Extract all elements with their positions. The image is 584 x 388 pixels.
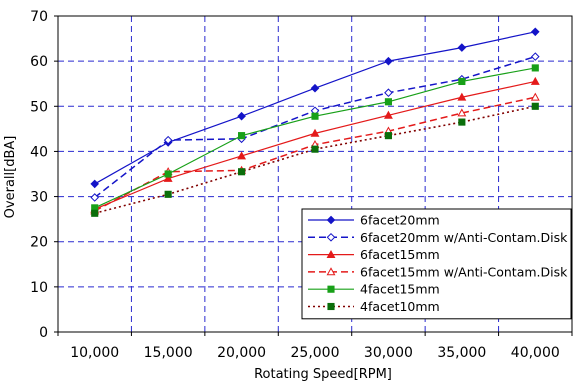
legend-marker: [326, 249, 336, 258]
series-line: [94, 105, 536, 215]
legend-marker: [326, 232, 336, 242]
legend-label: 6facet15mm w/Anti-Contam.Disk: [360, 264, 568, 279]
legend-item: 6facet15mm: [308, 247, 440, 262]
data-point: [457, 108, 467, 117]
data-point: [90, 193, 100, 202]
y-tick-label: 20: [30, 235, 48, 251]
x-axis-label: Rotating Speed[RPM]: [254, 367, 392, 382]
y-tick-label: 60: [30, 54, 48, 70]
data-point: [384, 132, 392, 140]
x-tick-label: 15,000: [144, 345, 193, 361]
data-point: [163, 173, 173, 182]
x-tick-label: 10,000: [70, 345, 119, 361]
data-point: [458, 118, 466, 126]
x-tick-label: 35,000: [437, 345, 486, 361]
x-tick-label: 30,000: [364, 345, 413, 361]
y-tick-label: 70: [30, 9, 48, 25]
data-point: [237, 151, 247, 160]
series-5: [91, 64, 539, 212]
legend-box: [301, 208, 572, 320]
data-point: [164, 190, 172, 198]
series-6: [91, 102, 539, 217]
legend-label: 6facet20mm w/Anti-Contam.Disk: [360, 230, 568, 245]
data-point: [530, 76, 540, 85]
data-point: [457, 92, 467, 101]
legend: 6facet20mm 6facet20mm w/Anti-Contam.Disk 6…: [301, 208, 572, 320]
y-tick-label: 0: [39, 325, 48, 341]
y-tick-label: 30: [30, 190, 48, 206]
data-point: [311, 145, 319, 153]
y-tick-label: 50: [30, 99, 48, 115]
data-point: [163, 135, 173, 145]
data-point: [383, 110, 393, 119]
data-point: [457, 43, 467, 52]
data-point: [237, 111, 246, 121]
x-tick-label: 20,000: [217, 345, 266, 361]
data-point: [531, 102, 539, 110]
series-group: [90, 27, 540, 217]
data-point: [238, 168, 246, 176]
legend-item: 6facet20mm: [308, 213, 440, 228]
series-line: [94, 55, 536, 199]
legend-marker: [327, 285, 335, 293]
data-point: [164, 170, 172, 178]
legend-marker: [326, 267, 336, 276]
data-point: [90, 179, 100, 189]
legend-label: 4facet15mm: [360, 282, 440, 297]
axes: 0 10 20 30 40 50 60 70 10,000 15,000 20,000 25,000 3…: [30, 9, 573, 361]
legend-marker: [327, 302, 335, 311]
series-3: [90, 76, 540, 213]
data-point: [530, 92, 540, 101]
axis-labels: Rotating Speed[RPM] Overall[dBA]: [3, 136, 392, 382]
data-point: [91, 209, 99, 217]
data-point: [384, 98, 392, 106]
data-point: [310, 83, 320, 93]
x-tick-label: 40,000: [511, 345, 560, 361]
data-point: [311, 112, 319, 120]
legend-item: 6facet15mm w/Anti-Contam.Disk: [308, 264, 568, 279]
plot-frame: [57, 15, 573, 333]
legend-label: 4facet10mm: [360, 299, 440, 314]
legend-label: 6facet15mm: [360, 247, 440, 262]
data-point: [530, 27, 540, 37]
legend-label: 6facet20mm: [360, 213, 440, 228]
data-point: [238, 132, 246, 140]
data-point: [310, 128, 320, 137]
legend-marker: [326, 215, 336, 225]
legend-item: 4facet15mm: [308, 282, 440, 297]
y-axis-label: Overall[dBA]: [3, 136, 18, 219]
data-point: [384, 56, 393, 66]
data-point: [531, 64, 539, 72]
y-tick-label: 10: [30, 280, 48, 296]
data-point: [384, 88, 393, 98]
x-tick-label: 25,000: [291, 345, 340, 361]
legend-item: 4facet10mm: [308, 299, 440, 314]
data-point: [530, 52, 540, 61]
legend-item: 6facet20mm w/Anti-Contam.Disk: [308, 230, 568, 245]
y-tick-label: 40: [30, 144, 48, 160]
data-point: [458, 77, 466, 86]
